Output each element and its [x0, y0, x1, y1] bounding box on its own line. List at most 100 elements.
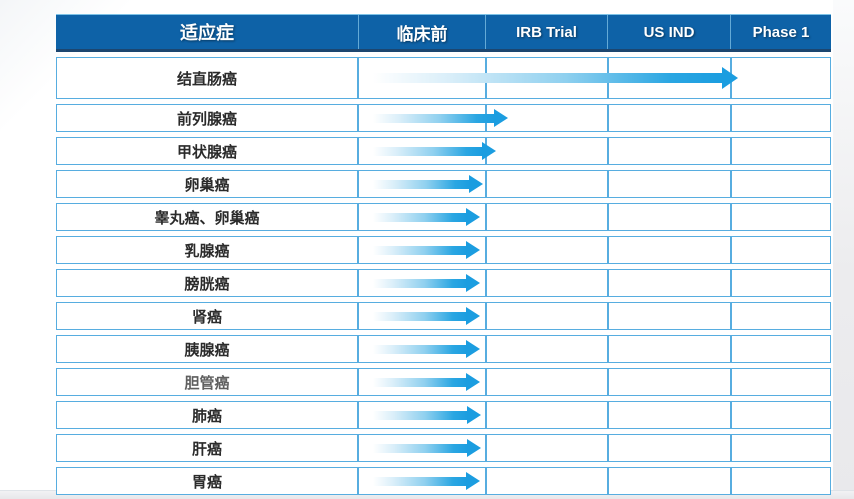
stage-gridline-preclinical-irb — [485, 203, 487, 231]
progress-arrow-icon — [373, 241, 480, 259]
table-row: 肺癌 — [56, 401, 831, 429]
indication-label: 前列腺癌 — [56, 104, 358, 132]
arrow-head — [467, 406, 481, 424]
table-row: 乳腺癌 — [56, 236, 831, 264]
stage-gridline-usind-phase1 — [730, 302, 732, 330]
stage-gridline-preclinical-irb — [485, 467, 487, 495]
arrow-shaft — [373, 146, 483, 156]
indication-label: 甲状腺癌 — [56, 137, 358, 165]
stage-track — [358, 302, 831, 330]
stage-gridline-irb-usind — [607, 203, 609, 231]
arrow-shaft — [373, 113, 495, 123]
stage-gridline-preclinical-irb — [485, 335, 487, 363]
stage-gridline-irb-usind — [607, 467, 609, 495]
progress-arrow-icon — [373, 406, 481, 424]
pipeline-table: 适应症 临床前 IRB Trial US IND Phase 1 结直肠癌 前列… — [56, 14, 831, 499]
stage-gridline-usind-phase1 — [730, 203, 732, 231]
progress-arrow-icon — [373, 208, 480, 226]
stage-gridline-irb-usind — [607, 269, 609, 297]
stage-gridline-preclinical-irb — [485, 434, 487, 462]
arrow-shaft — [373, 311, 467, 321]
stage-track — [358, 170, 831, 198]
progress-arrow-icon — [373, 439, 481, 457]
indication-label: 膀胱癌 — [56, 269, 358, 297]
progress-arrow-icon — [373, 142, 496, 160]
stage-gridline-preclinical-irb — [485, 236, 487, 264]
arrow-shaft — [373, 278, 467, 288]
table-header-row: 适应症 临床前 IRB Trial US IND Phase 1 — [56, 14, 831, 52]
arrow-head — [722, 67, 738, 89]
table-row: 肾癌 — [56, 302, 831, 330]
arrow-shaft — [373, 179, 470, 189]
stage-track — [358, 57, 831, 99]
stage-gridline-irb-usind — [607, 335, 609, 363]
stage-gridline-irb-usind — [607, 434, 609, 462]
stage-track — [358, 137, 831, 165]
progress-arrow-icon — [373, 373, 480, 391]
header-us-ind: US IND — [607, 15, 730, 49]
arrow-head — [466, 340, 480, 358]
arrow-shaft — [373, 410, 468, 420]
stage-track — [358, 467, 831, 495]
stage-gridline-irb-usind — [607, 104, 609, 132]
stage-track — [358, 335, 831, 363]
arrow-shaft — [373, 476, 467, 486]
stage-gridline-usind-phase1 — [730, 434, 732, 462]
stage-gridline-usind-phase1 — [730, 137, 732, 165]
stage-gridline-usind-phase1 — [730, 236, 732, 264]
table-row: 卵巢癌 — [56, 170, 831, 198]
arrow-head — [466, 274, 480, 292]
stage-gridline-irb-usind — [607, 236, 609, 264]
stage-gridline-irb-usind — [607, 170, 609, 198]
table-body: 结直肠癌 前列腺癌 甲状腺癌 — [56, 57, 831, 495]
stage-track — [358, 434, 831, 462]
stage-gridline-usind-phase1 — [730, 104, 732, 132]
stage-gridline-irb-usind — [607, 401, 609, 429]
progress-arrow-icon — [373, 472, 480, 490]
stage-gridline-irb-usind — [607, 368, 609, 396]
stage-gridline-usind-phase1 — [730, 467, 732, 495]
progress-arrow-icon — [373, 67, 738, 89]
table-row: 前列腺癌 — [56, 104, 831, 132]
indication-label: 胰腺癌 — [56, 335, 358, 363]
arrow-head — [466, 241, 480, 259]
indication-label: 乳腺癌 — [56, 236, 358, 264]
arrow-head — [494, 109, 508, 127]
arrow-head — [466, 208, 480, 226]
stage-track — [358, 104, 831, 132]
arrow-shaft — [373, 377, 467, 387]
arrow-shaft — [373, 344, 467, 354]
arrow-head — [482, 142, 496, 160]
table-row: 睾丸癌、卵巢癌 — [56, 203, 831, 231]
indication-label: 胆管癌 — [56, 368, 358, 396]
stage-track — [358, 368, 831, 396]
header-irb-trial: IRB Trial — [485, 15, 607, 49]
stage-track — [358, 269, 831, 297]
table-row: 胰腺癌 — [56, 335, 831, 363]
progress-arrow-icon — [373, 274, 480, 292]
table-row: 甲状腺癌 — [56, 137, 831, 165]
header-indication: 适应症 — [180, 23, 234, 43]
table-row: 膀胱癌 — [56, 269, 831, 297]
progress-arrow-icon — [373, 340, 480, 358]
indication-label: 胃癌 — [56, 467, 358, 495]
progress-arrow-icon — [373, 307, 480, 325]
stage-gridline-usind-phase1 — [730, 170, 732, 198]
arrow-shaft — [373, 73, 723, 83]
indication-label: 结直肠癌 — [56, 57, 358, 99]
arrow-head — [466, 472, 480, 490]
stage-gridline-usind-phase1 — [730, 335, 732, 363]
indication-label: 肝癌 — [56, 434, 358, 462]
header-preclinical: 临床前 — [358, 15, 485, 49]
table-row: 结直肠癌 — [56, 57, 831, 99]
arrow-head — [466, 307, 480, 325]
stage-gridline-preclinical-irb — [485, 401, 487, 429]
indication-label: 肾癌 — [56, 302, 358, 330]
stage-track — [358, 236, 831, 264]
arrow-shaft — [373, 443, 468, 453]
table-row: 肝癌 — [56, 434, 831, 462]
arrow-shaft — [373, 212, 467, 222]
arrow-head — [466, 373, 480, 391]
indication-label: 卵巢癌 — [56, 170, 358, 198]
stage-gridline-preclinical-irb — [485, 368, 487, 396]
